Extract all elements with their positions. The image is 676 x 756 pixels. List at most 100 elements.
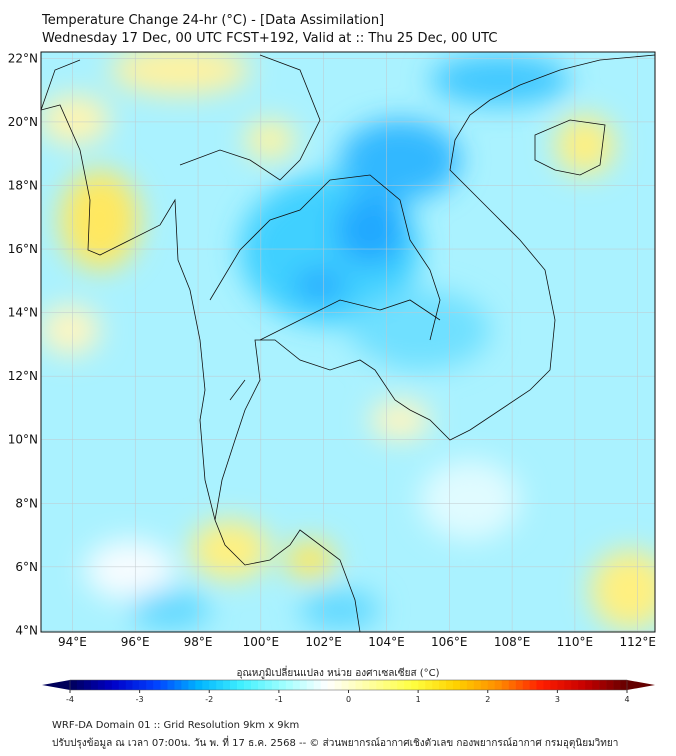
colorbar-segment [390,680,398,690]
colorbar-segment [83,680,92,690]
colorbar-segment [125,680,133,690]
colorbar: -4 -3 -2 -1 0 1 2 3 4 [42,679,655,704]
longitude-labels: 94°E 96°E 98°E 100°E 102°E 104°E 106°E 108°E 110… [58,635,656,649]
colorbar-segment [90,680,99,690]
footer-update-info: ปรับปรุงข้อมูล ณ เวลา 07:00น. วัน พ. ที่… [52,738,619,749]
colorbar-segment [230,680,238,690]
colorbar-segment [397,680,405,690]
colorbar-segment [508,680,516,690]
colorbar-segment [369,680,377,690]
colorbar-segment [613,680,621,690]
lon-label: 98°E [184,635,213,649]
latitude-labels: 4°N 6°N 8°N 10°N 12°N 14°N 16°N 18°N 20°N 22°N [8,51,38,637]
colorbar-segment [578,680,586,690]
colorbar-segment [515,680,523,690]
colorbar-segment [606,680,614,690]
colorbar-segment [313,680,321,690]
colorbar-segment [383,680,391,690]
colorbar-segment [76,680,85,690]
colorbar-segment [341,680,349,690]
colorbar-segment [473,680,482,690]
map-frame [40,51,656,633]
colorbar-segment [244,680,252,690]
colorbar-segment [264,680,273,690]
colorbar-segment [132,680,140,690]
lat-label: 12°N [8,369,38,383]
colorbar-segment [404,680,412,690]
colorbar-segment [251,680,259,690]
colorbar-tick-label: 3 [555,695,560,704]
colorbar-segment [599,680,607,690]
colorbar-segment [195,680,203,690]
colorbar-segment [118,680,126,690]
colorbar-segment [257,680,266,690]
colorbar-segment [285,680,294,690]
lat-label: 20°N [8,115,38,129]
colorbar-segment [522,680,530,690]
colorbar-segment [299,680,308,690]
colorbar-segment [237,680,245,690]
lat-label: 6°N [15,560,38,574]
lon-label: 104°E [368,635,405,649]
colorbar-segment [327,680,335,690]
colorbar-segment [466,680,475,690]
colorbar-segment [494,680,502,690]
colorbar-segment [70,680,78,690]
lon-label: 106°E [431,635,468,649]
lat-label: 18°N [8,178,38,192]
colorbar-tick-label: -4 [66,695,74,704]
colorbar-segment [160,680,168,690]
lat-label: 10°N [8,433,38,447]
colorbar-segment [278,680,287,690]
colorbar-title: อุณหภูมิเปลี่ยนแปลง หน่วย องศาเซลเซียส (… [236,668,440,679]
colorbar-tick-label: 0 [346,695,351,704]
colorbar-segment [480,680,489,690]
colorbar-tick-label: 2 [485,695,490,704]
colorbar-segment [425,680,433,690]
colorbar-segment [223,680,231,690]
colorbar-segment [439,680,447,690]
colorbar-segment [104,680,113,690]
colorbar-segment [411,680,419,690]
gridlines [41,52,655,632]
map-title: Temperature Change 24-hr (°C) - [Data As… [42,13,385,28]
colorbar-segment [167,680,175,690]
lon-label: 100°E [243,635,280,649]
lat-label: 14°N [8,306,38,320]
colorbar-tick-label: -3 [136,695,144,704]
colorbar-segment [571,680,579,690]
colorbar-tick-label: -1 [275,695,283,704]
colorbar-segment [111,680,120,690]
colorbar-segment [362,680,370,690]
colorbar-segment [216,680,224,690]
colorbar-segment [418,680,426,690]
colorbar-segment [348,680,356,690]
colorbar-segment [452,680,461,690]
colorbar-segment [557,680,565,690]
lon-label: 102°E [305,635,342,649]
lat-label: 8°N [15,496,38,510]
colorbar-segment [620,680,628,690]
colorbar-segment [271,680,280,690]
lat-label: 16°N [8,242,38,256]
map-subtitle: Wednesday 17 Dec, 00 UTC FCST+192, Valid… [42,31,498,46]
colorbar-segment [139,680,147,690]
colorbar-segment [459,680,468,690]
colorbar-segment [334,680,342,690]
colorbar-segment [487,680,496,690]
colorbar-segment [585,680,593,690]
colorbar-segment [592,680,600,690]
colorbar-segment [501,680,509,690]
colorbar-tick-label: -2 [205,695,213,704]
colorbar-segment [355,680,363,690]
lon-label: 110°E [557,635,594,649]
colorbar-segment [445,680,454,690]
colorbar-tick-label: 4 [624,695,629,704]
lat-label: 4°N [15,623,38,637]
colorbar-segment [376,680,384,690]
colorbar-segment [188,680,196,690]
lon-label: 94°E [58,635,87,649]
field-layer [41,52,655,632]
